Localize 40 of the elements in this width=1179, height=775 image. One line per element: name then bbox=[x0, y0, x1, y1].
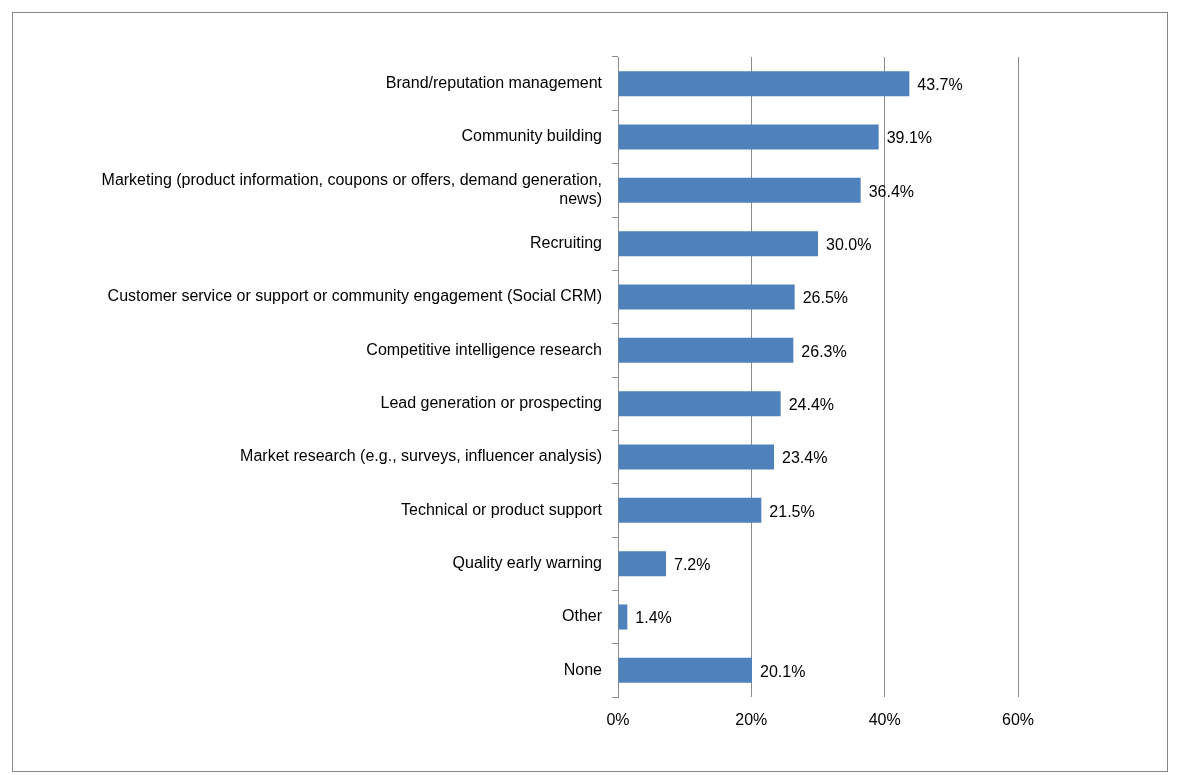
data-label: 36.4% bbox=[868, 182, 915, 200]
y-tick-label: Brand/reputation management bbox=[385, 74, 603, 92]
data-label: 39.1% bbox=[886, 129, 933, 147]
data-label: 1.4% bbox=[635, 609, 672, 627]
y-tick-label: Marketing (product information, coupons or offers, demand generation, news) bbox=[101, 171, 602, 208]
x-tick-label: 20% bbox=[735, 711, 768, 729]
data-label: 26.5% bbox=[802, 289, 849, 307]
bar bbox=[618, 124, 879, 150]
data-label: 43.7% bbox=[917, 76, 963, 94]
data-label: 26.3% bbox=[801, 342, 847, 360]
data-label: 23.4% bbox=[782, 449, 828, 467]
data-label: 30.0% bbox=[826, 236, 872, 254]
data-label: 21.5% bbox=[769, 502, 815, 520]
bar bbox=[618, 657, 752, 683]
y-tick-label: Quality early warning bbox=[452, 554, 602, 572]
bar bbox=[618, 444, 774, 470]
x-tick-label: 60% bbox=[1001, 711, 1035, 729]
y-tick-label: Other bbox=[561, 607, 603, 625]
data-label: 7.2% bbox=[674, 556, 711, 574]
bar bbox=[618, 551, 666, 577]
bar bbox=[618, 231, 818, 257]
bar bbox=[618, 497, 762, 523]
y-tick-label: None bbox=[563, 660, 603, 678]
y-tick-label: Community building bbox=[461, 127, 602, 145]
bar bbox=[618, 284, 795, 310]
bar bbox=[618, 71, 910, 97]
y-tick-label: Recruiting bbox=[529, 234, 602, 252]
bar bbox=[618, 604, 628, 630]
y-tick-label: Technical or product support bbox=[401, 500, 603, 518]
bar bbox=[618, 391, 781, 417]
bar bbox=[618, 177, 861, 203]
y-tick-label: Competitive intelligence research bbox=[366, 340, 602, 358]
data-label: 24.4% bbox=[788, 396, 835, 414]
y-tick-label: Customer service or support or community engagement (Social CRM) bbox=[107, 287, 602, 305]
data-label: 20.1% bbox=[760, 662, 806, 680]
y-tick-label: Lead generation or prospecting bbox=[380, 394, 602, 412]
x-tick-label: 40% bbox=[868, 711, 901, 729]
bar bbox=[618, 337, 794, 363]
y-tick-label: Market research (e.g., surveys, influencer analysis) bbox=[240, 447, 602, 465]
x-tick-label: 0% bbox=[606, 711, 630, 729]
